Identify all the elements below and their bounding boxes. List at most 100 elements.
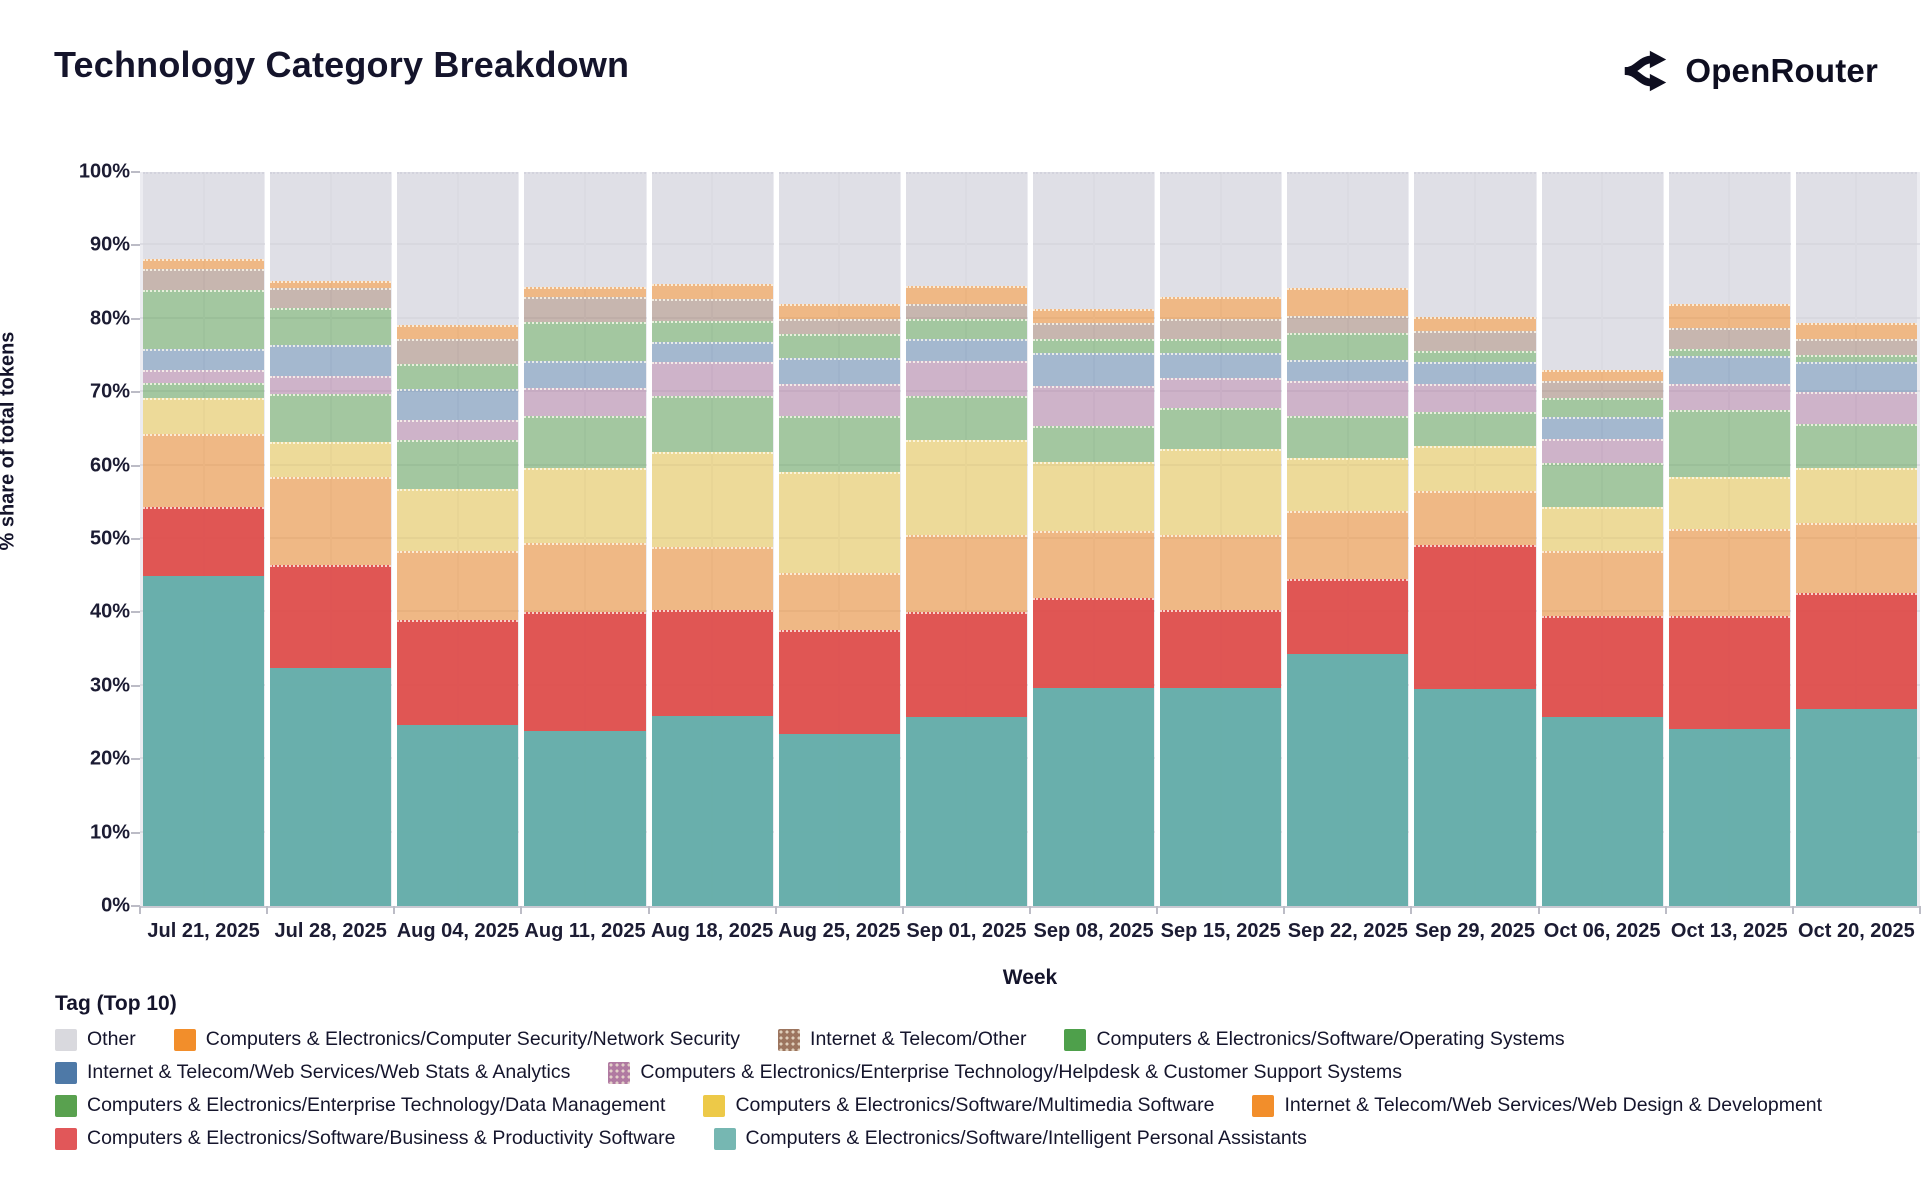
bar-segment[interactable] <box>524 467 646 543</box>
bar-segment[interactable] <box>143 576 265 906</box>
legend-item[interactable]: Computers & Electronics/Software/Intelli… <box>713 1127 1307 1150</box>
bar-segment[interactable] <box>1033 426 1155 462</box>
bar-segment[interactable] <box>270 477 392 565</box>
bar-segment[interactable] <box>1033 530 1155 599</box>
bar-segment[interactable] <box>397 324 519 339</box>
bar-segment[interactable] <box>778 733 900 906</box>
legend-item[interactable]: Other <box>55 1028 136 1051</box>
bar-segment[interactable] <box>397 338 519 365</box>
bar-segment[interactable] <box>524 321 646 361</box>
bar-segment[interactable] <box>1287 415 1409 458</box>
bar-segment[interactable] <box>143 290 265 349</box>
bar-segment[interactable] <box>651 362 773 396</box>
bar-segment[interactable] <box>524 287 646 297</box>
bar-segment[interactable] <box>1287 457 1409 512</box>
bar-segment[interactable] <box>1160 449 1282 536</box>
bar-segment[interactable] <box>1287 511 1409 579</box>
legend-item[interactable]: Internet & Telecom/Web Services/Web Stat… <box>55 1061 570 1084</box>
bar-segment[interactable] <box>1795 362 1917 393</box>
bar-segment[interactable] <box>651 610 773 716</box>
bar-segment[interactable] <box>524 415 646 468</box>
bar-segment[interactable] <box>143 507 265 577</box>
bar-segment[interactable] <box>1668 729 1790 906</box>
bar-segment[interactable] <box>143 434 265 508</box>
bar-segment[interactable] <box>1033 461 1155 531</box>
bar-segment[interactable] <box>1795 354 1917 363</box>
bar-segment[interactable] <box>1160 688 1282 906</box>
legend-item[interactable]: Computers & Electronics/Enterprise Techn… <box>55 1094 665 1117</box>
bar-segment[interactable] <box>397 489 519 551</box>
bar-segment[interactable] <box>778 333 900 359</box>
bar-segment[interactable] <box>905 612 1027 718</box>
bar-segment[interactable] <box>905 172 1027 286</box>
bar-segment[interactable] <box>524 296 646 322</box>
legend-item[interactable]: Internet & Telecom/Web Services/Web Desi… <box>1252 1094 1822 1117</box>
bar-segment[interactable] <box>270 376 392 395</box>
bar-segment[interactable] <box>270 172 392 282</box>
bar-segment[interactable] <box>270 394 392 443</box>
bar-segment[interactable] <box>270 564 392 669</box>
bar-segment[interactable] <box>1414 384 1536 413</box>
bar-segment[interactable] <box>651 299 773 322</box>
bar-segment[interactable] <box>778 630 900 734</box>
bar-segment[interactable] <box>1287 332 1409 360</box>
bar-segment[interactable] <box>778 384 900 416</box>
bar-segment[interactable] <box>270 442 392 478</box>
bar-segment[interactable] <box>1414 491 1536 545</box>
bar-segment[interactable] <box>778 358 900 385</box>
bar-segment[interactable] <box>905 535 1027 613</box>
bar-segment[interactable] <box>905 338 1027 361</box>
bar-segment[interactable] <box>524 387 646 416</box>
bar-segment[interactable] <box>1795 322 1917 339</box>
bar-segment[interactable] <box>524 172 646 288</box>
bar-segment[interactable] <box>1541 398 1663 418</box>
bar-segment[interactable] <box>397 550 519 621</box>
bar-segment[interactable] <box>1160 535 1282 611</box>
bar-segment[interactable] <box>1160 318 1282 339</box>
bar-segment[interactable] <box>1668 348 1790 356</box>
bar-segment[interactable] <box>1287 288 1409 316</box>
bar-segment[interactable] <box>143 259 265 269</box>
bar-segment[interactable] <box>1668 384 1790 410</box>
bar-segment[interactable] <box>651 341 773 363</box>
bar-segment[interactable] <box>1033 688 1155 906</box>
bar-segment[interactable] <box>397 439 519 490</box>
bar-segment[interactable] <box>270 281 392 289</box>
bar-segment[interactable] <box>651 715 773 906</box>
bar-segment[interactable] <box>1287 578 1409 655</box>
bar-segment[interactable] <box>651 451 773 548</box>
bar-segment[interactable] <box>1160 352 1282 379</box>
bar-segment[interactable] <box>1160 378 1282 409</box>
bar-segment[interactable] <box>1541 417 1663 440</box>
legend-item[interactable]: Computers & Electronics/Enterprise Techn… <box>608 1061 1402 1084</box>
bar-segment[interactable] <box>905 717 1027 906</box>
bar-segment[interactable] <box>143 172 265 260</box>
bar-segment[interactable] <box>778 318 900 334</box>
bar-segment[interactable] <box>1033 386 1155 427</box>
bar-segment[interactable] <box>1541 463 1663 508</box>
bar-segment[interactable] <box>778 172 900 305</box>
legend-item[interactable]: Computers & Electronics/Software/Busines… <box>55 1127 676 1150</box>
bar-segment[interactable] <box>1414 689 1536 906</box>
bar-segment[interactable] <box>1414 544 1536 690</box>
bar-segment[interactable] <box>651 395 773 452</box>
bar-segment[interactable] <box>1033 598 1155 689</box>
bar-segment[interactable] <box>1668 355 1790 385</box>
bar-segment[interactable] <box>1414 316 1536 332</box>
bar-segment[interactable] <box>270 307 392 345</box>
bar-segment[interactable] <box>1541 616 1663 718</box>
bar-segment[interactable] <box>1795 172 1917 323</box>
bar-segment[interactable] <box>1541 439 1663 464</box>
bar-segment[interactable] <box>397 725 519 906</box>
bar-segment[interactable] <box>651 172 773 285</box>
bar-segment[interactable] <box>143 398 265 435</box>
bar-segment[interactable] <box>1668 616 1790 730</box>
bar-segment[interactable] <box>524 731 646 906</box>
bar-segment[interactable] <box>1414 331 1536 352</box>
bar-segment[interactable] <box>1033 172 1155 309</box>
bar-segment[interactable] <box>270 288 392 308</box>
bar-segment[interactable] <box>1160 338 1282 353</box>
legend-item[interactable]: Computers & Electronics/Computer Securit… <box>173 1028 740 1051</box>
bar-segment[interactable] <box>1414 362 1536 385</box>
bar-segment[interactable] <box>524 612 646 732</box>
